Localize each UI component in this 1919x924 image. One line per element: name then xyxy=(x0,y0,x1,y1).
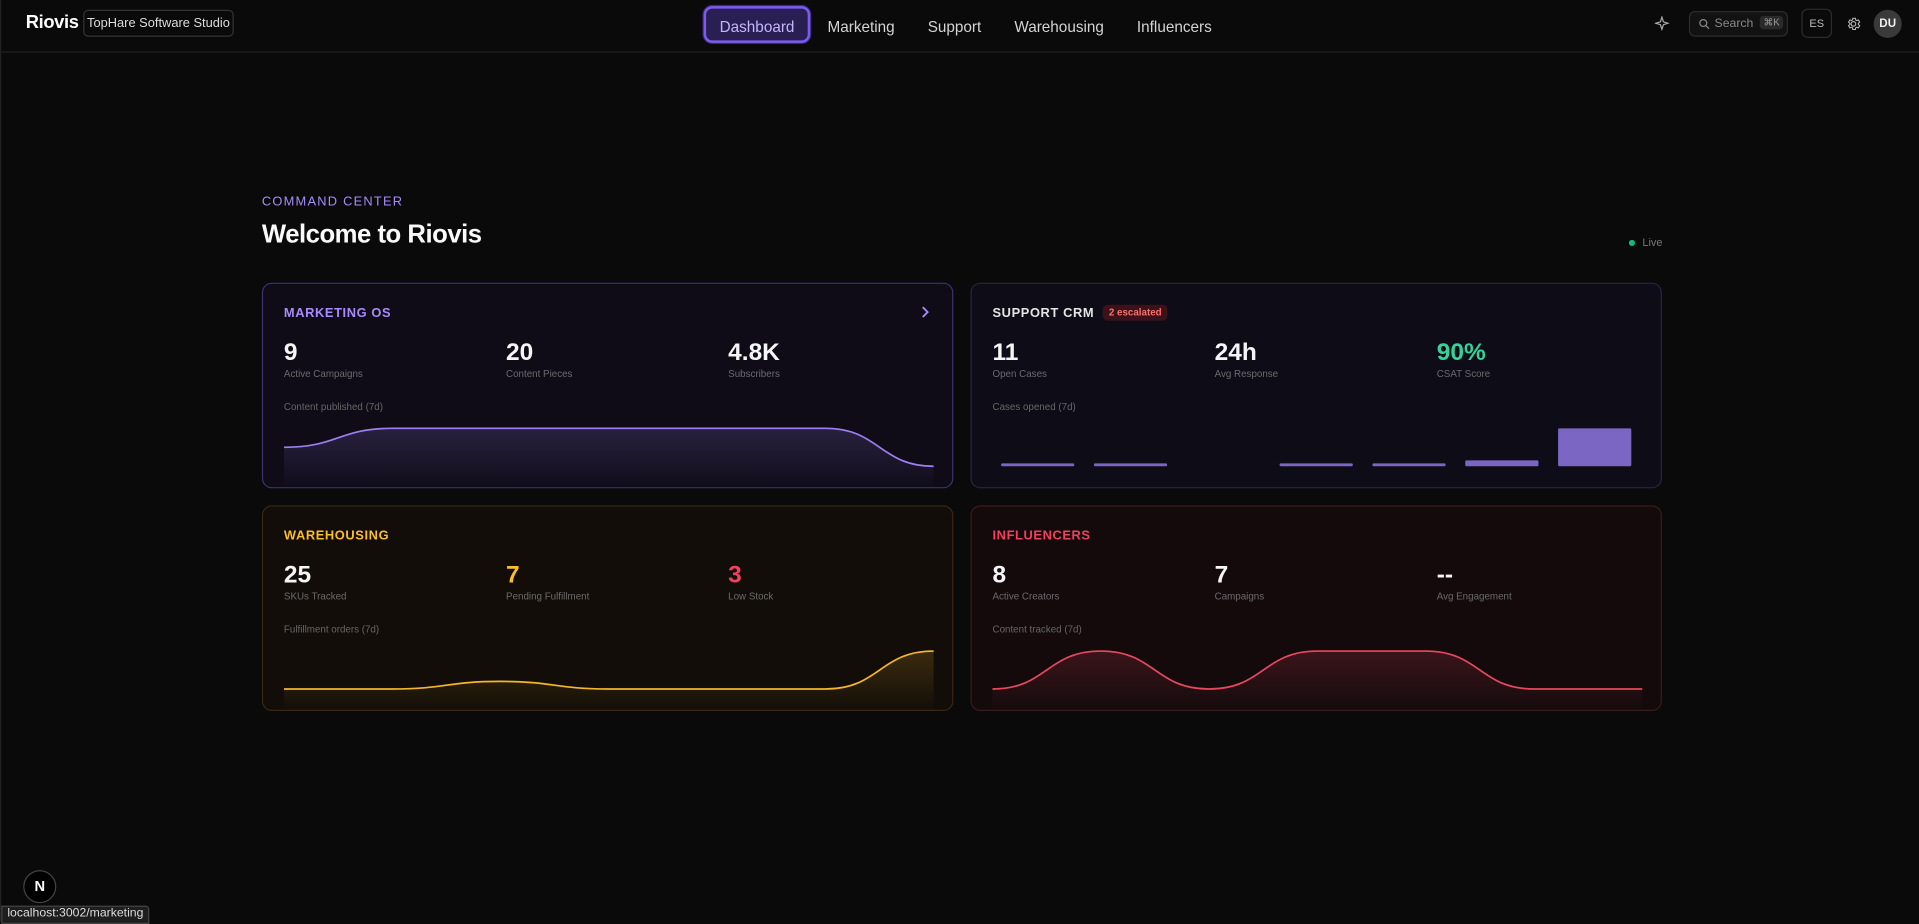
dashboard-card[interactable]: INFLUENCERS 8 Active Creators 7 Campaigns -- A… xyxy=(970,505,1662,712)
stat: 7 Campaigns xyxy=(1214,561,1265,603)
dashboard-card[interactable]: WAREHOUSING 25 SKUs Tracked 7 Pending Fulfil… xyxy=(261,505,954,712)
stat-label: Open Cases xyxy=(992,368,1047,380)
stat-label: Active Creators xyxy=(992,591,1060,603)
stat-value: 90% xyxy=(1436,338,1486,366)
settings-icon[interactable] xyxy=(1845,16,1861,32)
dev-indicator[interactable]: N xyxy=(23,870,57,904)
stat: 11 Open Cases xyxy=(992,338,1047,380)
bar xyxy=(1558,428,1632,467)
stat: 3 Low Stock xyxy=(728,561,774,603)
stat-label: SKUs Tracked xyxy=(283,591,347,603)
card-title: WAREHOUSING xyxy=(283,528,390,544)
stat: 9 Active Campaigns xyxy=(283,338,363,380)
live-label: Live xyxy=(1642,236,1663,249)
stat: 24h Avg Response xyxy=(1214,338,1279,380)
nav-link[interactable]: Dashboard xyxy=(703,6,811,43)
stat-label: CSAT Score xyxy=(1436,368,1491,380)
live-indicator xyxy=(1628,239,1635,246)
chart-label: Cases opened (7d) xyxy=(992,401,1076,413)
stat-label: Active Campaigns xyxy=(283,368,363,380)
user-avatar[interactable]: DU xyxy=(1873,9,1902,38)
stat-value: 11 xyxy=(992,338,1019,366)
sparkline xyxy=(992,650,1643,710)
chart-label: Content published (7d) xyxy=(283,401,383,413)
sparkline xyxy=(283,650,934,710)
bar xyxy=(1465,460,1539,467)
stat-label: Pending Fulfillment xyxy=(506,591,590,603)
bar xyxy=(1001,463,1075,467)
stat: 25 SKUs Tracked xyxy=(283,561,347,603)
stat-value: 8 xyxy=(992,561,1007,589)
nav-link[interactable]: Marketing xyxy=(827,18,895,36)
nav-link[interactable]: Influencers xyxy=(1136,18,1212,36)
badge: 2 escalated xyxy=(1102,304,1168,321)
stat-value: 7 xyxy=(1214,561,1229,589)
stat-label: Subscribers xyxy=(728,368,780,380)
workspace-button[interactable]: TopHare Software Studio xyxy=(83,9,234,37)
area xyxy=(283,428,934,488)
bar xyxy=(1093,463,1168,467)
chevron-icon[interactable] xyxy=(920,306,930,318)
stat-value: -- xyxy=(1436,561,1454,589)
search-button[interactable]: Search ⌘K xyxy=(1688,11,1788,37)
area xyxy=(992,651,1643,710)
bar xyxy=(1372,463,1446,467)
stat-label: Low Stock xyxy=(728,591,774,603)
sparkline xyxy=(1001,428,1632,467)
stat: 7 Pending Fulfillment xyxy=(506,561,590,603)
chart-label: Content tracked (7d) xyxy=(992,624,1082,636)
stat-label: Campaigns xyxy=(1214,591,1265,603)
status-bar: localhost:3002/marketing xyxy=(1,905,150,924)
line xyxy=(992,650,1643,690)
stat-value: 3 xyxy=(728,561,742,589)
stat: 8 Active Creators xyxy=(992,561,1060,603)
stat: -- Avg Engagement xyxy=(1436,561,1512,603)
dashboard-card[interactable]: MARKETING OS 9 Active Campaigns 20 Content P… xyxy=(261,282,954,489)
area xyxy=(283,651,934,710)
stat-value: 9 xyxy=(283,338,298,366)
search-placeholder: Search xyxy=(1714,17,1754,31)
page-title: Welcome to Riovis xyxy=(261,220,482,249)
card-title: INFLUENCERS xyxy=(992,528,1091,544)
search-shortcut: ⌘K xyxy=(1759,15,1784,30)
nav-link[interactable]: Warehousing xyxy=(1014,18,1104,36)
stat-label: Content Pieces xyxy=(506,368,573,380)
language-button[interactable]: ES xyxy=(1801,8,1833,38)
eyebrow: COMMAND CENTER xyxy=(261,194,404,210)
search-icon xyxy=(1699,18,1710,30)
bar xyxy=(1279,463,1353,467)
card-title: MARKETING OS xyxy=(283,305,392,321)
line xyxy=(283,427,934,468)
sparkline xyxy=(283,427,934,488)
stat-value: 4.8K xyxy=(728,338,780,366)
brand[interactable]: Riovis xyxy=(25,12,79,34)
stat-value: 20 xyxy=(506,338,534,366)
stat-value: 25 xyxy=(283,561,312,589)
stat: 90% CSAT Score xyxy=(1436,338,1491,380)
stat: 20 Content Pieces xyxy=(506,338,573,380)
stat-value: 24h xyxy=(1214,338,1257,366)
dashboard-card[interactable]: SUPPORT CRM 2 escalated 11 Open Cases 24h Avg… xyxy=(970,282,1662,489)
stat-label: Avg Engagement xyxy=(1436,591,1512,603)
line xyxy=(283,650,934,690)
ai-icon[interactable] xyxy=(1654,15,1670,31)
nav-link[interactable]: Support xyxy=(927,18,982,36)
chart-label: Fulfillment orders (7d) xyxy=(283,624,380,636)
nav-links: Dashboard Marketing Support Warehousing Infl… xyxy=(703,6,1228,43)
stat: 4.8K Subscribers xyxy=(728,338,780,380)
stat-label: Avg Response xyxy=(1214,368,1279,380)
top-bar: Riovis TopHare Software Studio Dashboard… xyxy=(1,0,1919,53)
stat-value: 7 xyxy=(506,561,520,589)
card-title: SUPPORT CRM xyxy=(992,305,1095,321)
